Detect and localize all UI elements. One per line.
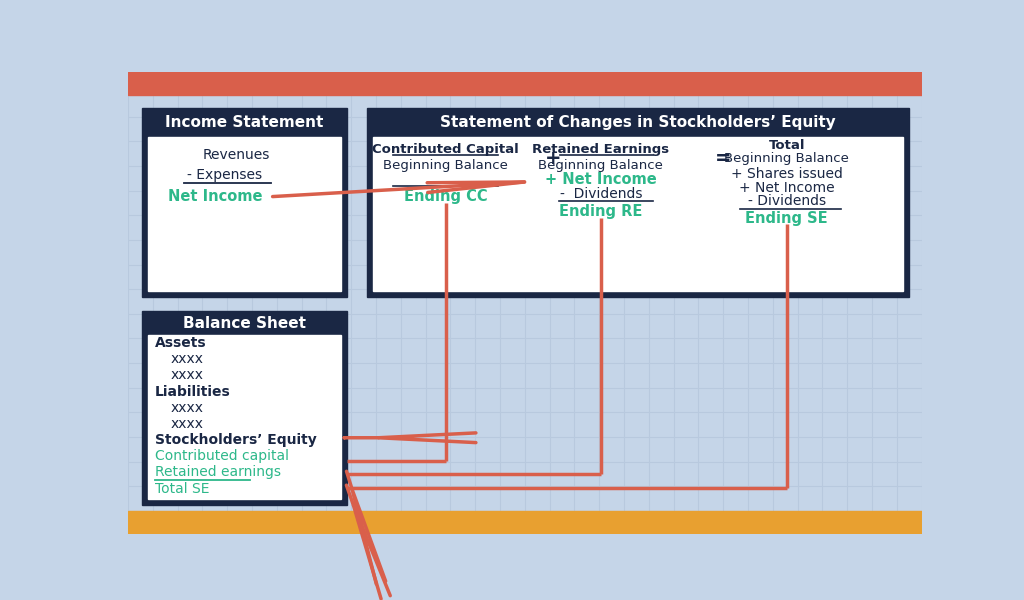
Text: xxxx: xxxx <box>171 401 204 415</box>
Text: Statement of Changes in Stockholders’ Equity: Statement of Changes in Stockholders’ Eq… <box>440 115 836 130</box>
Text: Beginning Balance: Beginning Balance <box>383 160 508 172</box>
Text: + Shares issued: + Shares issued <box>731 167 843 181</box>
Text: + Net Income: + Net Income <box>545 172 656 187</box>
Text: =: = <box>715 149 731 168</box>
Text: Retained earnings: Retained earnings <box>155 466 282 479</box>
Text: Total: Total <box>768 139 805 152</box>
Text: Beginning Balance: Beginning Balance <box>539 160 664 172</box>
Text: +: + <box>545 149 561 168</box>
Text: + Net Income: + Net Income <box>739 181 835 194</box>
Text: - Dividends: - Dividends <box>748 194 825 208</box>
Text: xxxx: xxxx <box>171 352 204 366</box>
Text: Income Statement: Income Statement <box>165 115 324 130</box>
Bar <box>142 311 347 505</box>
Text: Contributed capital: Contributed capital <box>155 449 289 463</box>
Bar <box>128 72 922 95</box>
Bar <box>367 108 909 297</box>
Text: Retained Earnings: Retained Earnings <box>532 142 670 155</box>
Text: Contributed Capital: Contributed Capital <box>373 142 519 155</box>
Text: Total SE: Total SE <box>155 482 210 496</box>
Bar <box>128 511 922 534</box>
Text: Net Income: Net Income <box>168 189 262 204</box>
Text: Balance Sheet: Balance Sheet <box>182 316 306 331</box>
Text: Ending CC: Ending CC <box>403 189 487 204</box>
Text: Beginning Balance: Beginning Balance <box>724 152 849 165</box>
Text: xxxx: xxxx <box>171 417 204 431</box>
Text: Ending SE: Ending SE <box>745 211 828 226</box>
Bar <box>148 335 341 499</box>
Text: Liabilities: Liabilities <box>155 385 230 398</box>
Bar <box>148 137 341 290</box>
Text: Stockholders’ Equity: Stockholders’ Equity <box>155 433 316 447</box>
Bar <box>373 137 903 290</box>
Text: Revenues: Revenues <box>203 148 270 162</box>
Text: xxxx: xxxx <box>171 368 204 382</box>
Text: Assets: Assets <box>155 336 207 350</box>
Text: Ending RE: Ending RE <box>559 204 642 219</box>
Bar <box>142 108 347 297</box>
Text: -  Dividends: - Dividends <box>559 187 642 200</box>
Text: - Expenses: - Expenses <box>187 168 262 182</box>
